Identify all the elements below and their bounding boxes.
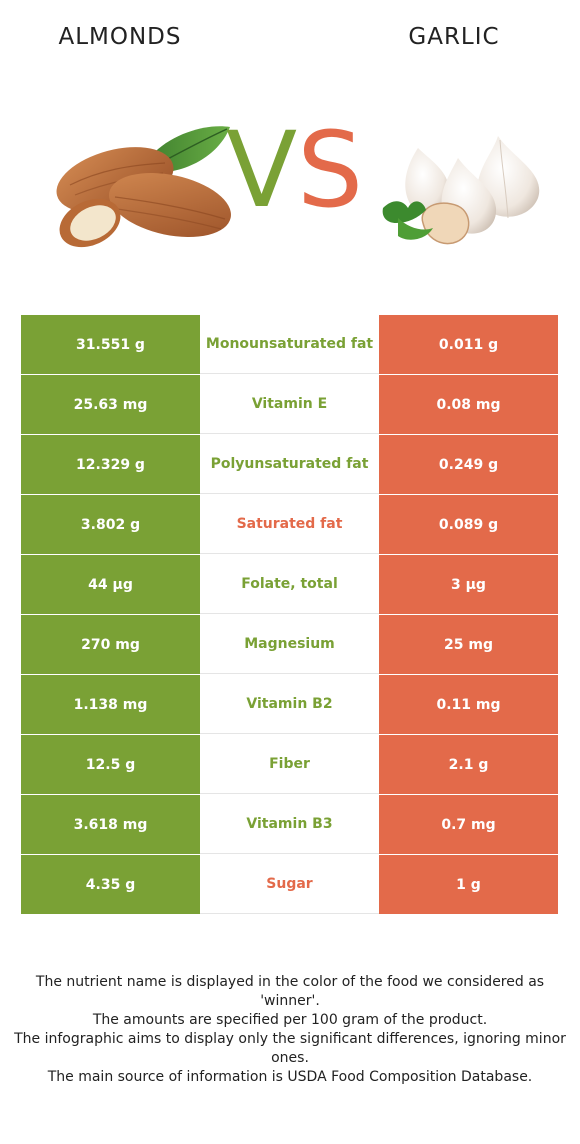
table-row: 4.35 g Sugar 1 g: [21, 855, 558, 915]
nutrient-name: Saturated fat: [200, 495, 379, 554]
table-row: 31.551 g Monounsaturated fat 0.011 g: [21, 314, 558, 375]
right-value: 3 µg: [379, 555, 558, 614]
nutrient-name: Sugar: [200, 855, 379, 914]
left-value: 3.618 mg: [21, 795, 200, 854]
left-value: 25.63 mg: [21, 375, 200, 434]
right-value: 0.249 g: [379, 435, 558, 494]
left-value: 3.802 g: [21, 495, 200, 554]
nutrient-name: Vitamin B3: [200, 795, 379, 854]
almonds-image: [56, 126, 231, 248]
nutrient-name: Vitamin B2: [200, 675, 379, 734]
right-value: 0.11 mg: [379, 675, 558, 734]
right-food-title: GARLIC: [408, 24, 500, 50]
nutrient-name: Polyunsaturated fat: [200, 435, 379, 494]
comparison-table: 31.551 g Monounsaturated fat 0.011 g 25.63 …: [21, 314, 558, 915]
vs-label: VS: [226, 118, 363, 222]
footer-line-4: The main source of information is USDA F…: [47, 1069, 533, 1085]
right-value: 0.089 g: [379, 495, 558, 554]
right-value: 0.08 mg: [379, 375, 558, 434]
table-row: 12.329 g Polyunsaturated fat 0.249 g: [21, 435, 558, 495]
nutrient-name: Vitamin E: [200, 375, 379, 434]
nutrient-name: Monounsaturated fat: [200, 315, 379, 374]
left-value: 44 µg: [21, 555, 200, 614]
right-value: 0.011 g: [379, 315, 558, 374]
footer-line-3: The infographic aims to display only the…: [14, 1031, 566, 1066]
nutrient-name: Folate, total: [200, 555, 379, 614]
left-food-title: ALMONDS: [58, 24, 182, 50]
right-value: 0.7 mg: [379, 795, 558, 854]
table-row: 44 µg Folate, total 3 µg: [21, 555, 558, 615]
left-value: 4.35 g: [21, 855, 200, 914]
table-row: 25.63 mg Vitamin E 0.08 mg: [21, 375, 558, 435]
left-value: 270 mg: [21, 615, 200, 674]
table-row: 3.618 mg Vitamin B3 0.7 mg: [21, 795, 558, 855]
vs-v: V: [226, 109, 298, 231]
footer-line-2: The amounts are specified per 100 gram o…: [92, 1012, 488, 1028]
footer-notes: The nutrient name is displayed in the co…: [14, 973, 566, 1087]
table-row: 270 mg Magnesium 25 mg: [21, 615, 558, 675]
right-value: 25 mg: [379, 615, 558, 674]
table-row: 1.138 mg Vitamin B2 0.11 mg: [21, 675, 558, 735]
table-row: 12.5 g Fiber 2.1 g: [21, 735, 558, 795]
left-value: 1.138 mg: [21, 675, 200, 734]
left-value: 12.329 g: [21, 435, 200, 494]
table-row: 3.802 g Saturated fat 0.089 g: [21, 495, 558, 555]
garlic-image: [382, 136, 540, 245]
left-value: 12.5 g: [21, 735, 200, 794]
footer-line-1: The nutrient name is displayed in the co…: [35, 974, 545, 1009]
nutrient-name: Fiber: [200, 735, 379, 794]
nutrient-name: Magnesium: [200, 615, 379, 674]
vs-s: S: [297, 109, 364, 231]
left-value: 31.551 g: [21, 315, 200, 374]
right-value: 1 g: [379, 855, 558, 914]
right-value: 2.1 g: [379, 735, 558, 794]
